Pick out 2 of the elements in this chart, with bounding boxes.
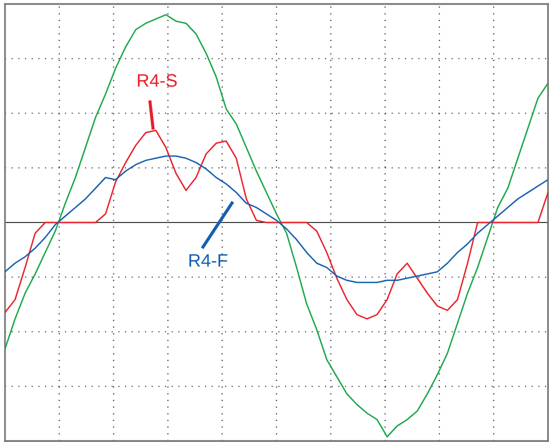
text: R4-S [138,74,177,87]
text: R4-F [189,254,228,267]
